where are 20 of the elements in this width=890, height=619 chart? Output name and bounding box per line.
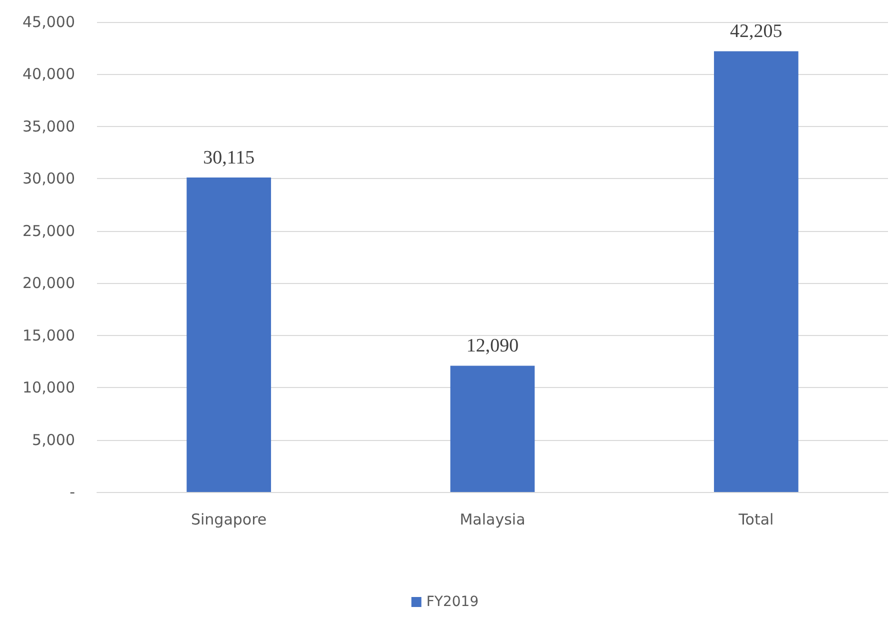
y-tick-label: 40,000: [22, 65, 75, 84]
bar: [450, 366, 535, 492]
data-label: 42,205: [730, 21, 782, 42]
y-tick-label: 10,000: [22, 378, 75, 397]
y-tick-label: 45,000: [22, 13, 75, 31]
bar: [714, 51, 798, 492]
y-tick-label: 5,000: [32, 430, 75, 449]
data-label: 12,090: [466, 336, 519, 357]
legend-label: FY2019: [426, 594, 479, 610]
y-tick-label: 20,000: [22, 274, 75, 292]
x-tick-label: Total: [738, 510, 774, 528]
y-tick-label: 25,000: [22, 222, 75, 240]
x-tick-label: Singapore: [190, 510, 267, 528]
data-label: 30,115: [203, 147, 255, 168]
y-tick-label: -: [70, 483, 75, 501]
x-tick-label: Malaysia: [460, 510, 526, 528]
y-tick-label: 15,000: [22, 326, 75, 344]
y-tick-label: 35,000: [22, 117, 75, 136]
bar: [186, 177, 272, 492]
y-tick-label: 30,000: [22, 170, 75, 188]
